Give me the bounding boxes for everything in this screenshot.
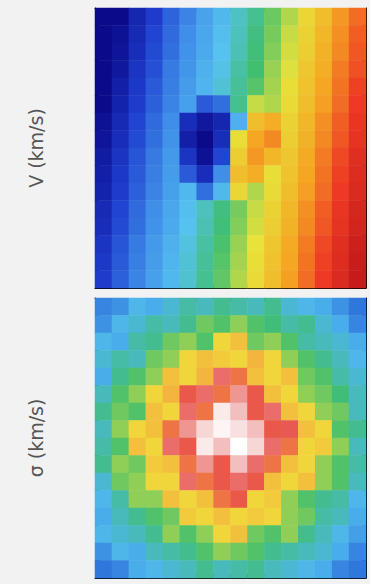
svg-text:V (km/s): V (km/s) bbox=[25, 108, 47, 188]
svg-text:σ (km/s): σ (km/s) bbox=[25, 399, 47, 478]
